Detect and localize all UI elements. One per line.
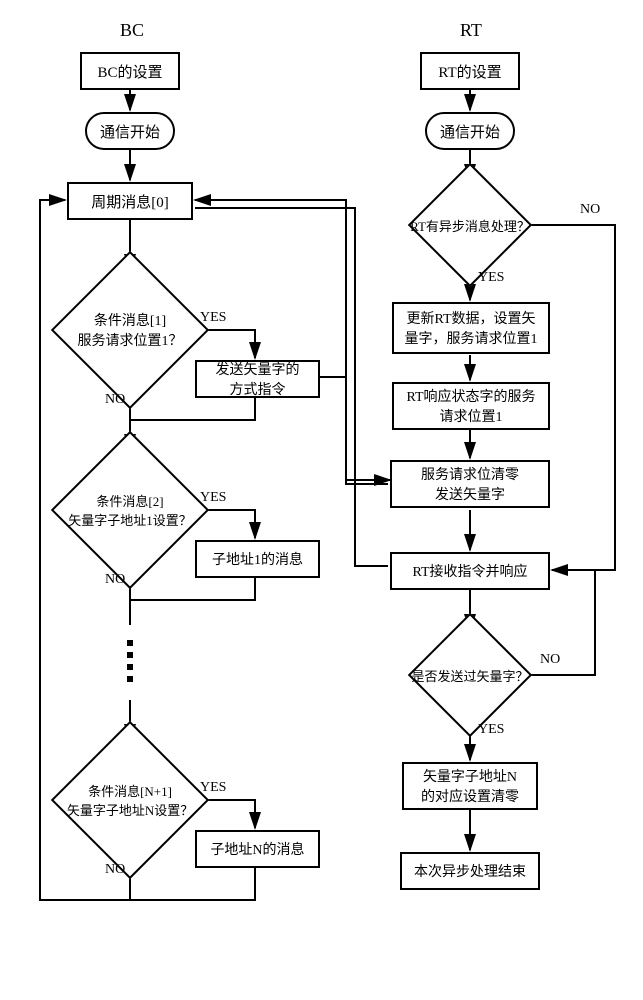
- bc-setup: BC的设置: [80, 52, 180, 90]
- rt-setup: RT的设置: [420, 52, 520, 90]
- no-label-rt1: NO: [580, 202, 600, 218]
- bc-cond2: 条件消息[2] 矢量字子地址1设置？: [74, 454, 186, 566]
- rt-has-async: RT有异步消息处理？: [426, 181, 514, 269]
- bc-header: BC: [120, 20, 144, 41]
- rt-clear-subaddr: 矢量字子地址N 的对应设置清零: [402, 762, 538, 810]
- yes-label-n: YES: [200, 780, 226, 796]
- no-label-n: NO: [105, 862, 125, 878]
- ellipsis-dots: [127, 640, 133, 682]
- rt-update-data: 更新RT数据，设置矢 量字，服务请求位置1: [392, 302, 550, 354]
- rt-comm-start: 通信开始: [425, 112, 515, 150]
- rt-receive-respond: RT接收指令并响应: [390, 552, 550, 590]
- rt-end-async: 本次异步处理结束: [400, 852, 540, 890]
- bc-cond1: 条件消息[1] 服务请求位置1？: [74, 274, 186, 386]
- rt-header: RT: [460, 20, 482, 41]
- no-label-2: NO: [105, 572, 125, 588]
- yes-label-1: YES: [200, 310, 226, 326]
- bc-condN: 条件消息[N+1] 矢量字子地址N设置？: [74, 744, 186, 856]
- bc-comm-start: 通信开始: [85, 112, 175, 150]
- bc-periodic: 周期消息[0]: [67, 182, 193, 220]
- yes-label-2: YES: [200, 490, 226, 506]
- rt-sent-vector: 是否发送过矢量字？: [426, 631, 514, 719]
- bc-action1: 发送矢量字的 方式指令: [195, 360, 320, 398]
- rt-clear-send: 服务请求位清零 发送矢量字: [390, 460, 550, 508]
- bc-action2: 子地址1的消息: [195, 540, 320, 578]
- bc-actionN: 子地址N的消息: [195, 830, 320, 868]
- yes-label-rt1: YES: [478, 270, 504, 286]
- no-label-rt2: NO: [540, 652, 560, 668]
- no-label-1: NO: [105, 392, 125, 408]
- rt-response-status: RT响应状态字的服务 请求位置1: [392, 382, 550, 430]
- yes-label-rt2: YES: [478, 722, 504, 738]
